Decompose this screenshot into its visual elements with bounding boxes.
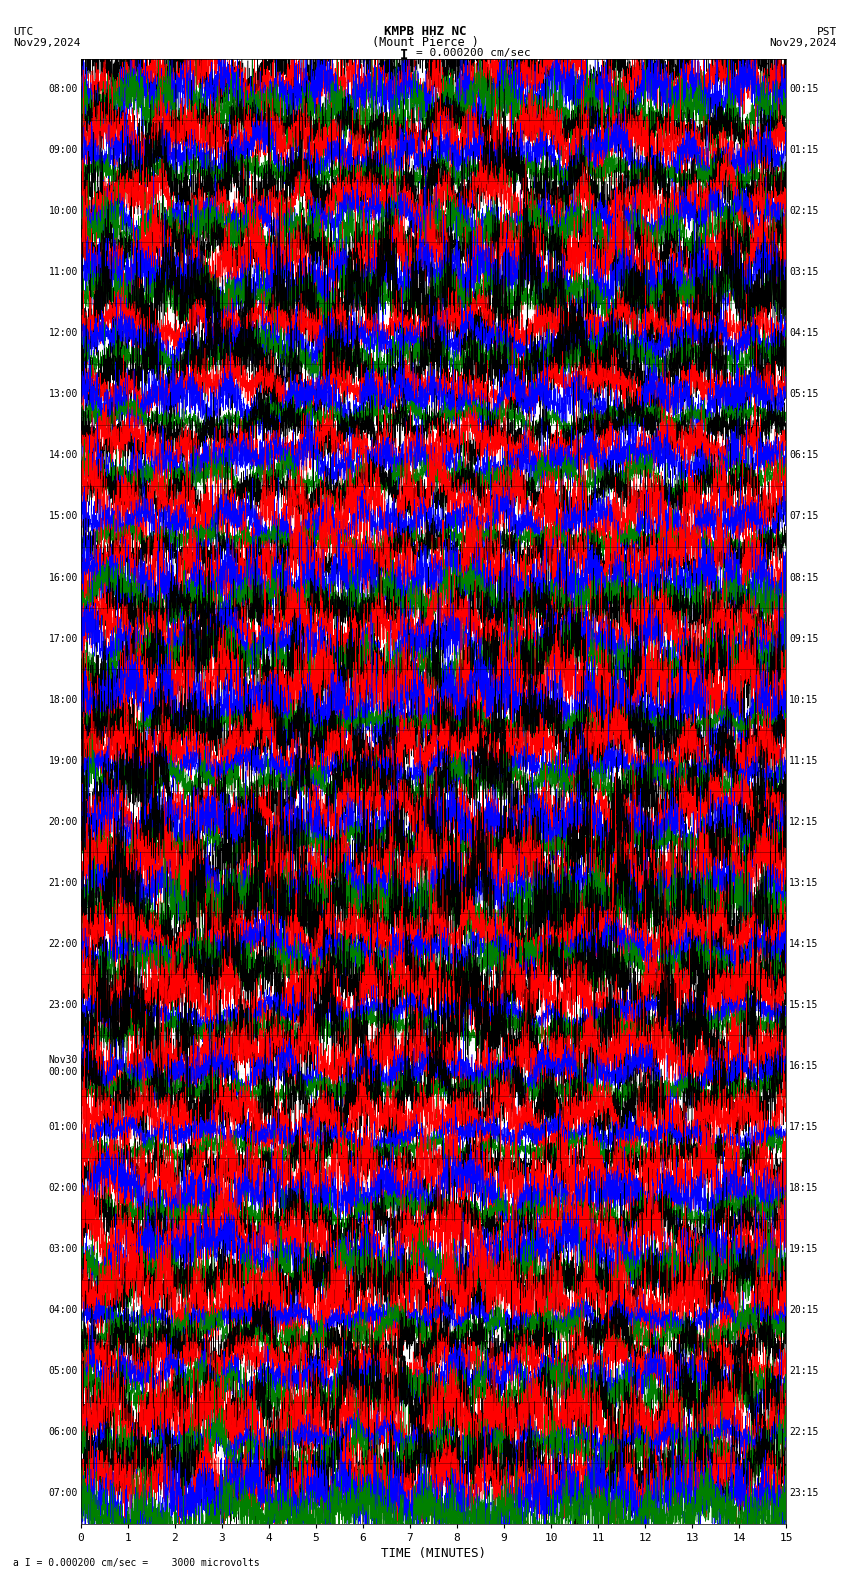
Text: 19:00: 19:00	[48, 756, 78, 765]
Text: 14:15: 14:15	[789, 939, 819, 949]
Text: PST: PST	[817, 27, 837, 36]
Text: 02:00: 02:00	[48, 1183, 78, 1193]
Text: 09:15: 09:15	[789, 634, 819, 643]
Text: 07:00: 07:00	[48, 1489, 78, 1498]
Text: 20:00: 20:00	[48, 817, 78, 827]
Text: 12:00: 12:00	[48, 328, 78, 339]
Text: 12:15: 12:15	[789, 817, 819, 827]
Text: 11:00: 11:00	[48, 268, 78, 277]
Text: 21:15: 21:15	[789, 1365, 819, 1376]
Text: 23:00: 23:00	[48, 1000, 78, 1011]
Text: 18:00: 18:00	[48, 695, 78, 705]
Text: 05:00: 05:00	[48, 1365, 78, 1376]
Text: 16:00: 16:00	[48, 572, 78, 583]
Text: I: I	[400, 48, 408, 62]
X-axis label: TIME (MINUTES): TIME (MINUTES)	[381, 1548, 486, 1560]
Text: 06:00: 06:00	[48, 1427, 78, 1437]
Text: Nov30
00:00: Nov30 00:00	[48, 1055, 78, 1077]
Text: 10:00: 10:00	[48, 206, 78, 217]
Text: 03:00: 03:00	[48, 1243, 78, 1255]
Text: 00:15: 00:15	[789, 84, 819, 93]
Text: 17:15: 17:15	[789, 1121, 819, 1133]
Text: a I = 0.000200 cm/sec =    3000 microvolts: a I = 0.000200 cm/sec = 3000 microvolts	[13, 1559, 259, 1568]
Text: 03:15: 03:15	[789, 268, 819, 277]
Text: 15:15: 15:15	[789, 1000, 819, 1011]
Text: 15:00: 15:00	[48, 512, 78, 521]
Text: KMPB HHZ NC: KMPB HHZ NC	[383, 25, 467, 38]
Text: 18:15: 18:15	[789, 1183, 819, 1193]
Text: 10:15: 10:15	[789, 695, 819, 705]
Text: 02:15: 02:15	[789, 206, 819, 217]
Text: 17:00: 17:00	[48, 634, 78, 643]
Text: 13:15: 13:15	[789, 878, 819, 887]
Text: 08:00: 08:00	[48, 84, 78, 93]
Text: 04:15: 04:15	[789, 328, 819, 339]
Text: 05:15: 05:15	[789, 390, 819, 399]
Text: 11:15: 11:15	[789, 756, 819, 765]
Text: 07:15: 07:15	[789, 512, 819, 521]
Text: 01:00: 01:00	[48, 1121, 78, 1133]
Text: 21:00: 21:00	[48, 878, 78, 887]
Text: 22:00: 22:00	[48, 939, 78, 949]
Text: 14:00: 14:00	[48, 450, 78, 461]
Text: 20:15: 20:15	[789, 1305, 819, 1315]
Text: 23:15: 23:15	[789, 1489, 819, 1498]
Text: 16:15: 16:15	[789, 1061, 819, 1071]
Text: 13:00: 13:00	[48, 390, 78, 399]
Text: 19:15: 19:15	[789, 1243, 819, 1255]
Text: = 0.000200 cm/sec: = 0.000200 cm/sec	[416, 48, 531, 57]
Text: UTC: UTC	[13, 27, 33, 36]
Text: 06:15: 06:15	[789, 450, 819, 461]
Text: Nov29,2024: Nov29,2024	[13, 38, 80, 48]
Text: Nov29,2024: Nov29,2024	[770, 38, 837, 48]
Text: 09:00: 09:00	[48, 146, 78, 155]
Text: 22:15: 22:15	[789, 1427, 819, 1437]
Text: 04:00: 04:00	[48, 1305, 78, 1315]
Text: (Mount Pierce ): (Mount Pierce )	[371, 36, 479, 49]
Text: 01:15: 01:15	[789, 146, 819, 155]
Text: 08:15: 08:15	[789, 572, 819, 583]
